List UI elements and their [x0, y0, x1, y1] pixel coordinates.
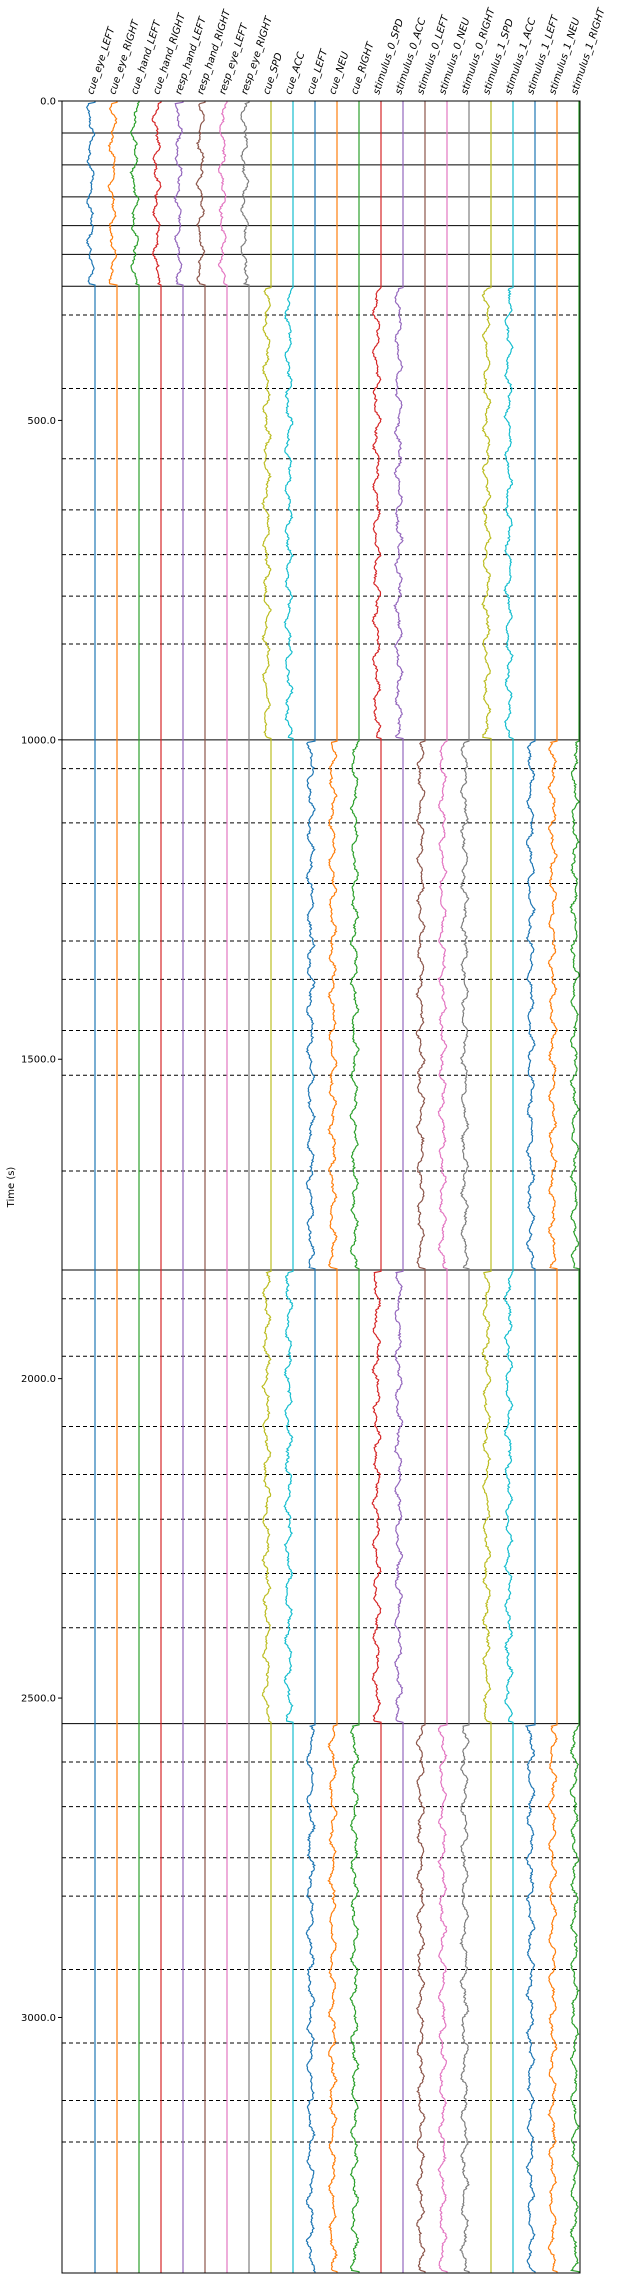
- series-trace-cue_LEFT: [305, 101, 317, 2273]
- series-trace-stimulus_1_ACC: [503, 101, 514, 2273]
- y-axis: 0.0 500.0 1000.0 1500.0 2000.0 2500.0 3000.0: [21, 97, 62, 2024]
- series-trace-cue_eye_RIGHT: [107, 101, 118, 2273]
- series-trace-resp_eye_RIGHT: [240, 101, 250, 2273]
- column-label-cue_SPD: cue_SPD: [261, 51, 285, 96]
- y-tick-label: 500.0: [27, 416, 56, 427]
- column-label-cue_LEFT: cue_LEFT: [305, 47, 330, 96]
- series-trace-cue_eye_LEFT: [85, 101, 96, 2273]
- series-trace-cue_NEU: [327, 101, 339, 2273]
- y-tick-label: 2500.0: [21, 1694, 56, 1705]
- series-trace-stimulus_0_NEU: [437, 101, 448, 2273]
- series-trace-resp_hand_RIGHT: [195, 101, 206, 2273]
- plot-frame: [61, 100, 581, 2274]
- series-trace-stimulus_0_ACC: [393, 101, 404, 2273]
- series-trace-stimulus_0_RIGHT: [459, 101, 470, 2273]
- run-boundary-lines: [62, 132, 580, 1725]
- series-trace-cue_hand_LEFT: [129, 101, 140, 2273]
- block-divider-lines: [62, 314, 580, 2143]
- y-axis-label: Time (s): [6, 1167, 17, 1209]
- series-trace-cue_SPD: [261, 101, 272, 2273]
- series-trace-stimulus_0_SPD: [371, 101, 382, 2273]
- y-tick-label: 1000.0: [21, 735, 56, 746]
- series-trace-stimulus_0_LEFT: [415, 101, 426, 2273]
- series-trace-stimulus_1_LEFT: [524, 101, 536, 2273]
- series-trace-cue_RIGHT: [349, 101, 360, 2273]
- series-trace-stimulus_1_SPD: [481, 101, 492, 2273]
- regressor-traces: [85, 101, 580, 2273]
- series-trace-cue_ACC: [283, 101, 295, 2273]
- column-label-cue_NEU: cue_NEU: [327, 50, 351, 96]
- y-tick-label: 3000.0: [21, 2013, 56, 2024]
- series-trace-cue_hand_RIGHT: [151, 101, 162, 2273]
- series-trace-resp_hand_LEFT: [173, 101, 184, 2273]
- column-labels: cue_eye_LEFTcue_eye_RIGHTcue_hand_LEFTcu…: [85, 6, 608, 96]
- series-trace-resp_eye_LEFT: [217, 101, 228, 2273]
- series-trace-stimulus_1_RIGHT: [569, 101, 580, 2273]
- series-trace-stimulus_1_NEU: [547, 101, 558, 2273]
- y-tick-label: 1500.0: [21, 1055, 56, 1066]
- y-tick-label: 2000.0: [21, 1374, 56, 1385]
- y-tick-label: 0.0: [40, 97, 56, 108]
- column-label-cue_ACC: cue_ACC: [283, 51, 307, 96]
